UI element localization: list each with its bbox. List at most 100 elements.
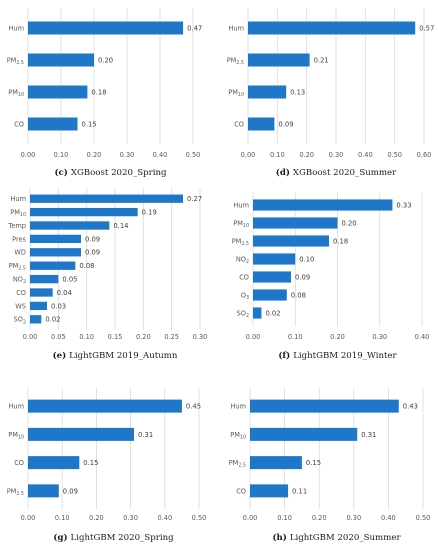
category-label: Hum — [230, 403, 246, 411]
x-tick-label: 0.25 — [164, 333, 179, 341]
data-label: 0.09 — [278, 120, 293, 128]
bar — [28, 427, 135, 441]
panel-caption: (e) LightGBM 2019_Autumn — [53, 350, 178, 361]
x-tick-label: 0.30 — [123, 514, 138, 522]
category-label: Pres — [12, 235, 26, 243]
x-tick-label: 0.20 — [330, 333, 345, 341]
data-label: 0.21 — [314, 56, 329, 64]
data-label: 0.31 — [361, 431, 376, 439]
x-tick-label: 0.30 — [120, 151, 135, 159]
category-label: CO — [234, 120, 244, 128]
data-label: 0.57 — [419, 24, 434, 32]
x-tick-label: 0.10 — [270, 151, 285, 159]
category-label: PM2.5 — [9, 262, 26, 272]
chart-panel: 0.00 0.10 0.20 0.30 0.40 0.50 Hum 0.45 PM10 0.31 C… — [7, 388, 207, 543]
bar — [28, 53, 94, 67]
data-label: 0.20 — [98, 56, 113, 64]
x-tick-label: 0.30 — [329, 151, 344, 159]
x-tick-label: 0.15 — [108, 333, 123, 341]
x-tick-label: 0.10 — [277, 514, 292, 522]
category-label: NO2 — [13, 276, 26, 286]
bar — [30, 194, 183, 203]
data-label: 0.14 — [113, 222, 128, 230]
category-label: Hum — [8, 403, 24, 411]
data-label: 0.19 — [142, 209, 157, 217]
data-label: 0.05 — [62, 276, 77, 284]
category-label: SO2 — [14, 316, 26, 326]
category-label: PM10 — [8, 431, 24, 441]
category-label: WS — [15, 302, 26, 310]
bar — [253, 199, 393, 211]
x-tick-label: 0.20 — [299, 151, 314, 159]
data-label: 0.15 — [82, 120, 97, 128]
data-label: 0.31 — [138, 431, 153, 439]
x-tick-label: 0.50 — [186, 151, 201, 159]
chart-panel: 0.00 0.05 0.10 0.15 0.20 0.25 0.30 Hum 0.27 PM10 0… — [7, 188, 207, 361]
data-label: 0.02 — [265, 309, 280, 317]
category-label: O3 — [241, 291, 249, 301]
bar — [28, 117, 78, 131]
x-tick-label: 0.30 — [193, 333, 208, 341]
bar — [30, 301, 47, 311]
data-label: 0.11 — [292, 487, 307, 495]
category-label: CO — [16, 289, 26, 297]
x-tick-label: 0.05 — [51, 333, 66, 341]
bar — [248, 21, 416, 35]
data-label: 0.45 — [186, 403, 201, 411]
bar — [253, 289, 287, 301]
bar — [30, 274, 59, 284]
x-tick-label: 0.60 — [417, 151, 432, 159]
x-tick-label: 0.50 — [192, 514, 207, 522]
data-label: 0.33 — [396, 201, 411, 209]
category-label: PM10 — [8, 88, 24, 98]
bar — [30, 288, 53, 297]
x-tick-label: 0.40 — [153, 151, 168, 159]
category-label: PM10 — [230, 431, 246, 441]
data-label: 0.15 — [306, 459, 321, 467]
data-label: 0.18 — [333, 237, 348, 245]
bar — [30, 207, 138, 217]
bar — [250, 484, 289, 498]
bar — [248, 117, 275, 131]
bar — [253, 217, 338, 229]
data-label: 0.20 — [342, 219, 357, 227]
data-label: 0.18 — [91, 88, 106, 96]
category-label: PM2.5 — [232, 237, 249, 247]
category-label: Hum — [8, 24, 24, 32]
x-tick-label: 0.00 — [241, 151, 256, 159]
bar — [250, 399, 399, 413]
chart-panel: 0.00 0.10 0.20 0.30 0.40 0.50 Hum 0.43 PM10 0.31 P… — [229, 388, 430, 543]
data-label: 0.27 — [187, 195, 202, 203]
x-tick-label: 0.10 — [79, 333, 94, 341]
x-tick-label: 0.20 — [87, 151, 102, 159]
category-label: NO2 — [236, 255, 249, 265]
bar — [28, 484, 59, 498]
x-tick-label: 0.50 — [387, 151, 402, 159]
bar — [28, 85, 88, 99]
data-label: 0.09 — [85, 249, 100, 257]
category-label: WD — [14, 249, 26, 257]
x-tick-label: 0.40 — [358, 151, 373, 159]
data-label: 0.09 — [63, 487, 78, 495]
x-tick-label: 0.30 — [346, 514, 361, 522]
data-label: 0.15 — [83, 459, 98, 467]
x-tick-label: 0.20 — [312, 514, 327, 522]
data-label: 0.02 — [45, 316, 60, 324]
x-tick-label: 0.00 — [23, 333, 38, 341]
panel-caption: (f) LightGBM 2019_Winter — [278, 350, 397, 361]
category-label: CO — [239, 273, 249, 281]
bar — [30, 234, 81, 244]
x-tick-label: 0.00 — [246, 333, 261, 341]
chart-panel: 0.00 0.10 0.20 0.30 0.40 0.50 0.60 Hum 0.57 PM2.5… — [227, 8, 434, 178]
data-label: 0.13 — [290, 88, 305, 96]
bar — [248, 53, 310, 67]
bar — [30, 221, 110, 230]
bar — [253, 235, 330, 247]
bar — [30, 248, 81, 257]
data-label: 0.47 — [187, 24, 202, 32]
category-label: PM2.5 — [229, 459, 246, 469]
x-tick-label: 0.00 — [21, 151, 36, 159]
bar — [28, 21, 184, 35]
category-label: PM2.5 — [227, 56, 244, 66]
